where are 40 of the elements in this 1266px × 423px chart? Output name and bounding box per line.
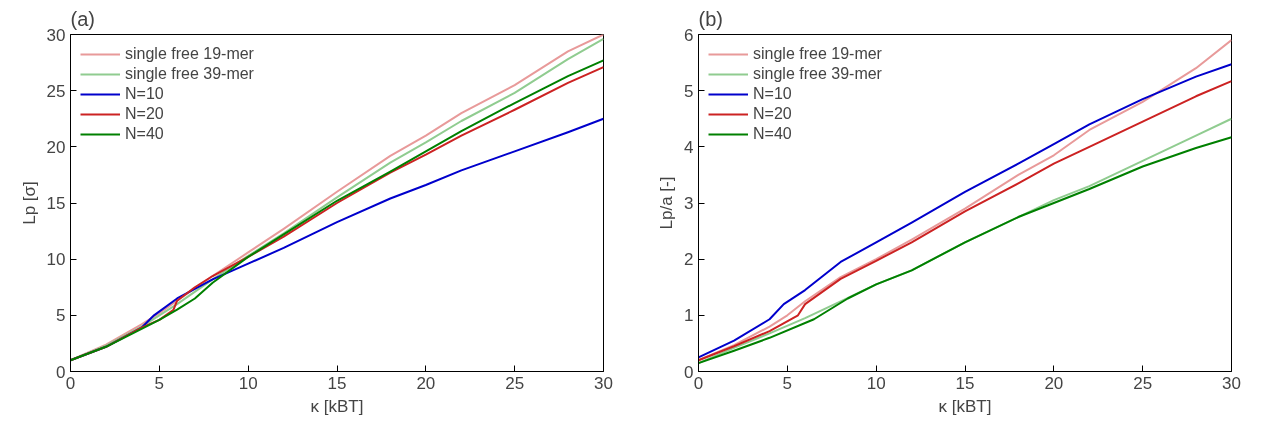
chart-title: (b) [698,7,723,30]
chart-title: (a) [70,7,95,30]
x-tick-label: 10 [238,373,258,393]
y-tick-label: 1 [684,306,694,326]
x-tick-label: 5 [782,373,793,393]
y-axis-title: Lp/a [-] [657,176,677,230]
legend-label: N=20 [753,105,792,123]
x-tick-label: 30 [594,373,613,393]
y-tick-label: 2 [684,250,694,270]
legend-label: single free 19-mer [125,45,254,63]
y-tick-label: 5 [684,81,694,101]
y-tick-label: 5 [56,306,66,326]
x-tick-label: 30 [1222,373,1241,393]
legend-label: single free 19-mer [753,45,882,63]
y-tick-label: 20 [46,137,66,157]
x-tick-label: 10 [866,373,886,393]
y-tick-label: 3 [684,194,694,213]
x-axis-title: κ [kBT] [938,396,992,416]
x-tick-label: 25 [505,373,525,393]
legend-label: single free 39-mer [125,65,254,83]
legend-label: N=40 [125,125,164,143]
x-tick-label: 15 [955,373,975,393]
x-tick-label: 20 [1044,373,1064,393]
legend-label: single free 39-mer [753,65,882,83]
y-tick-label: 10 [46,250,66,270]
y-tick-label: 25 [46,81,66,101]
legend-label: N=20 [125,105,164,123]
legend-label: N=10 [125,85,164,103]
legend-label: N=40 [753,125,792,143]
x-tick-label: 15 [327,373,347,393]
x-tick-label: 20 [416,373,436,393]
x-axis-title: κ [kBT] [310,396,364,416]
y-tick-label: 15 [46,194,66,213]
x-tick-label: 5 [154,373,165,393]
x-tick-label: 25 [1133,373,1153,393]
y-tick-label: 6 [684,25,694,45]
y-tick-label: 30 [46,25,66,45]
y-tick-label: 4 [684,137,694,157]
legend-label: N=10 [753,85,792,103]
y-axis-title: Lp [σ] [19,181,39,225]
